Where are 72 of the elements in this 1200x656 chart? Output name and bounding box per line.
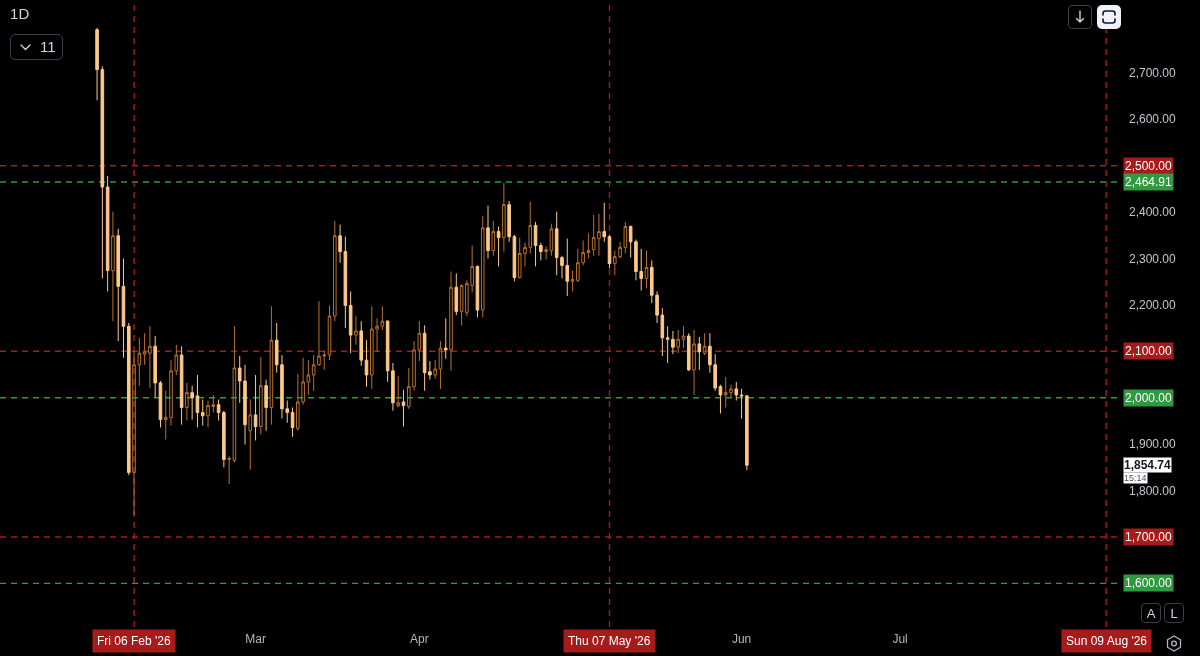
candlestick (449, 271, 453, 372)
candlestick (105, 175, 110, 292)
ref-line-label: Sun 09 Aug '26 (1066, 634, 1148, 648)
chart-title: 1D (10, 4, 30, 22)
candlestick (359, 320, 364, 367)
annotation: 11 (40, 38, 56, 55)
square-button: L (1164, 603, 1184, 623)
y-tick-label: 2,600.00 (1129, 112, 1177, 127)
candlestick (443, 317, 448, 360)
candlestick (264, 379, 268, 432)
candlestick (248, 399, 253, 471)
candlestick (253, 374, 258, 441)
candlestick (692, 329, 696, 396)
candlestick (697, 336, 702, 371)
candlestick (438, 340, 443, 390)
candlestick (190, 385, 194, 421)
candlestick (333, 220, 337, 322)
candlestick (111, 211, 115, 322)
x-tick-label: Jun (731, 632, 752, 646)
candlestick (734, 381, 739, 402)
candlestick (686, 332, 691, 372)
ref-line-label: 2,500.00 (1125, 159, 1173, 173)
y-tick-label: 2,200.00 (1129, 298, 1177, 313)
candlestick (185, 382, 189, 421)
x-tick-label: Jul (892, 632, 908, 646)
y-tick-label: 2,400.00 (1129, 205, 1177, 220)
y-tick-label: 1,900.00 (1129, 437, 1177, 452)
candlestick (454, 272, 459, 316)
candlestick (433, 359, 437, 380)
y-tick-label: 2,700.00 (1129, 66, 1177, 81)
ref-line-label: 2,000.00 (1125, 391, 1173, 405)
candlestick (200, 399, 205, 427)
candlestick (681, 325, 686, 349)
candlestick (602, 202, 607, 243)
square-button: A (1141, 603, 1161, 623)
candlestick (348, 290, 353, 354)
ref-line-label: 1,600.00 (1125, 576, 1173, 590)
y-tick-label: 2,300.00 (1129, 251, 1177, 266)
candlestick (718, 384, 723, 415)
candlestick (486, 205, 490, 259)
ref-line-label: Fri 06 Feb '26 (97, 634, 171, 648)
candlestick (676, 329, 680, 354)
text: 15:14 (1124, 473, 1147, 483)
candlestick (327, 304, 332, 361)
candlestick (259, 356, 263, 435)
candlestick (496, 225, 501, 267)
x-tick-label: Mar (245, 632, 266, 646)
candlestick (153, 335, 157, 399)
candlestick (290, 406, 295, 438)
candlestick (502, 182, 506, 253)
candlestick (195, 374, 200, 428)
ref-line-label: Thu 07 May '26 (568, 634, 651, 648)
candlestick (364, 339, 369, 388)
candlestick (354, 315, 358, 346)
ref-line-label: 1,700.00 (1125, 530, 1173, 544)
x-tick-label: Apr (409, 632, 429, 646)
candlestick (401, 389, 406, 428)
candlestick (491, 220, 496, 257)
candlestick (116, 228, 120, 342)
text: 1,854.74 (1124, 458, 1172, 472)
candlestick (480, 215, 485, 318)
candlestick (179, 345, 184, 426)
candlestick (126, 322, 131, 476)
candlestick (702, 332, 707, 356)
candlestick (269, 305, 274, 426)
y-tick-label: 1,800.00 (1129, 483, 1177, 498)
ref-line-label: 2,464.91 (1125, 175, 1173, 189)
candlestick (570, 270, 575, 292)
ref-line-label: 2,100.00 (1125, 344, 1173, 358)
candlestick (644, 250, 649, 289)
candlestick (396, 375, 400, 408)
candlestick (121, 258, 126, 359)
